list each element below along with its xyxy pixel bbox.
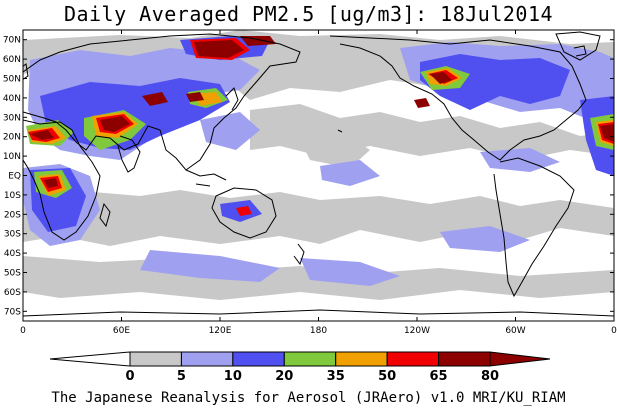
lat-tick-label: 30S: [4, 230, 21, 240]
lon-tick-label: 120W: [404, 326, 430, 336]
colorbar-arrow-above: [489, 351, 551, 367]
lat-tick-label: 20N: [3, 133, 21, 143]
colorbar-level-label: 35: [327, 369, 345, 384]
lon-tick-label: 180: [310, 326, 327, 336]
colorbar: 0 5 10 20 35 50 65 80: [49, 351, 551, 384]
colorbar-box: [129, 351, 182, 367]
pm25-field: [23, 30, 614, 317]
lat-tick-label: EQ: [8, 172, 21, 182]
lat-tick-label: 10S: [4, 191, 21, 201]
colorbar-level-label: 80: [481, 369, 499, 384]
lat-tick-label: 40N: [3, 94, 21, 104]
colorbar-box: [386, 351, 440, 367]
latitude-axis: 70N 60N 50N 40N 30N 20N 10N EQ 10S 20S 30S 40S 50S 60…: [3, 36, 614, 317]
footer-credit: The Japanese Reanalysis for Aerosol (JRA…: [51, 390, 566, 406]
lon-tick-label: 60W: [505, 326, 525, 336]
lat-tick-label: 60N: [3, 55, 21, 65]
coastlines: [23, 31, 614, 317]
lat-tick-label: 60S: [4, 288, 21, 298]
lat-tick-label: 70N: [3, 36, 21, 46]
colorbar-level-label: 5: [177, 369, 186, 384]
colorbar-box: [438, 351, 491, 367]
lat-tick-label: 70S: [4, 307, 21, 317]
lon-tick-label: 0: [20, 326, 26, 336]
colorbar-level-label: 10: [224, 369, 242, 384]
lat-tick-label: 50S: [4, 269, 21, 279]
colorbar-level-label: 50: [378, 369, 396, 384]
lat-tick-label: 20S: [4, 210, 21, 220]
longitude-axis: 0 60E 120E 180 120W 60W 0: [20, 30, 617, 336]
lon-tick-label: 120E: [209, 326, 232, 336]
colorbar-box: [180, 351, 234, 367]
lat-tick-label: 30N: [3, 113, 21, 123]
colorbar-level-label: 0: [125, 369, 134, 384]
lat-tick-label: 10N: [3, 152, 21, 162]
colorbar-box: [283, 351, 337, 367]
colorbar-level-label: 65: [430, 369, 448, 384]
lon-tick-label: 0: [611, 326, 617, 336]
map-title: Daily Averaged PM2.5 [ug/m3]: 18Jul2014: [63, 2, 554, 26]
colorbar-arrow-below: [49, 351, 131, 367]
lon-tick-label: 60E: [113, 326, 130, 336]
lat-tick-label: 40S: [4, 249, 21, 259]
colorbar-box: [335, 351, 388, 367]
lat-tick-label: 50N: [3, 75, 21, 85]
colorbar-level-label: 20: [275, 369, 293, 384]
colorbar-box: [232, 351, 285, 367]
pm25-level-above-80: [30, 36, 614, 188]
